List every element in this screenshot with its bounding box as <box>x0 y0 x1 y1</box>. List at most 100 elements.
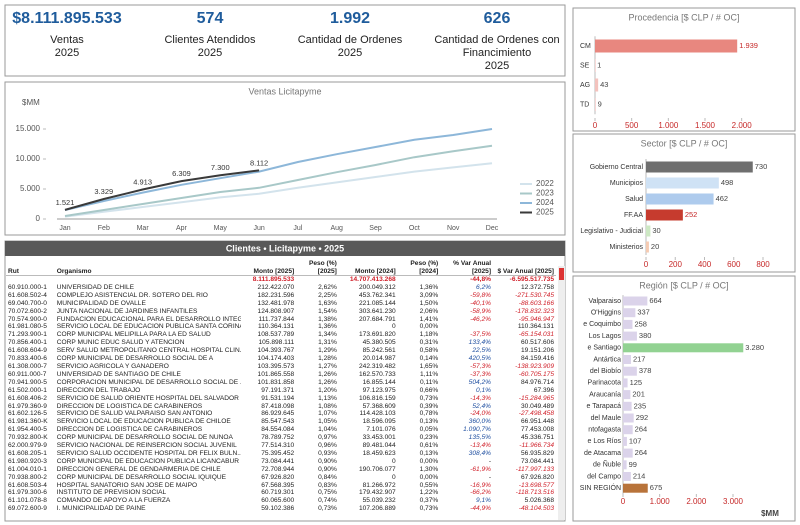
table-cell: 132.481.978 <box>257 299 295 307</box>
total-row: 8.111.895.533 14.707.413.268 -44,8% -6.595.… <box>6 276 556 284</box>
table-cell: 97.123.975 <box>362 386 396 394</box>
data-label: 235 <box>634 401 647 410</box>
table-cell: 135,5% <box>468 434 492 442</box>
table-cell: 0,58% <box>419 347 439 355</box>
table-cell: 52,4% <box>472 402 492 410</box>
x-tick-label: Apr <box>176 225 188 232</box>
category-label: e Santiago <box>588 345 622 352</box>
table-cell: 221.085.144 <box>358 299 396 307</box>
table-cell: 70.833.400-6 <box>8 355 47 363</box>
table-cell: -178.832.323 <box>515 307 554 315</box>
table-cell: 1,20% <box>318 386 337 394</box>
table-row: 70.932.800-K CORP MUNICIPAL DE DESARROLLO… <box>6 434 556 442</box>
table-cell: 77.453.008 <box>520 426 554 434</box>
data-label: 125 <box>630 378 643 387</box>
table-cell: -88.603.166 <box>518 299 554 307</box>
table-cell: COMPLEJO ASISTENCIAL DR. SOTERO DEL RIO <box>56 291 208 299</box>
table-cell: -27.498.458 <box>518 410 554 418</box>
table-cell: 70.072.600-2 <box>8 307 47 315</box>
total-cell <box>6 276 55 284</box>
data-label: 201 <box>632 390 645 399</box>
table-cell: 73.084.441 <box>520 457 554 465</box>
category-label: ntofagasta <box>588 427 621 434</box>
table-cell: 61.502.000-1 <box>8 386 47 394</box>
table-cell: -48.104.503 <box>518 505 554 513</box>
table-cell: 101.831.858 <box>257 378 295 386</box>
data-label: 380 <box>639 331 652 340</box>
category-label: Ministerios <box>610 244 644 251</box>
table-cell: 86.929.645 <box>261 410 295 418</box>
table-cell: 0,13% <box>419 449 439 457</box>
category-label: Salud <box>625 196 643 203</box>
table-cell: 0,23% <box>419 434 439 442</box>
legend-label: 2025 <box>536 208 554 217</box>
table-cell: 0,55% <box>419 481 439 489</box>
table-cell: 0,73% <box>419 394 439 402</box>
bar <box>623 448 633 458</box>
table-cell: 111.737.844 <box>258 315 295 323</box>
table-cell: 1,11% <box>420 370 439 378</box>
table-cell: CORP MUNICIPAL DE EDUCACIÓN PÚBLICA LICA… <box>56 457 240 465</box>
table-cell: 2,06% <box>419 307 439 315</box>
table-cell: 5.026.368 <box>524 497 554 505</box>
table-cell: -44,9% <box>470 505 492 513</box>
kpi-value: 1.992 <box>329 10 371 27</box>
x-tick-label: Mar <box>137 225 150 232</box>
x-tick-label: 500 <box>625 121 639 130</box>
table-cell: 1,13% <box>318 394 337 402</box>
table-cell: 75.395.452 <box>261 449 295 457</box>
table-cell: -95.946.947 <box>518 315 554 323</box>
table-cell: 61.608.503-4 <box>8 481 47 489</box>
kpi-panel <box>4 4 566 77</box>
category-label: AG <box>580 82 590 89</box>
table-cell: 67.568.395 <box>261 481 295 489</box>
category-label: Gobierno Central <box>590 164 644 171</box>
y-tick-label: 5.000 <box>20 184 41 193</box>
table-cell: 60.910.000-1 <box>8 283 47 291</box>
column-header: Monto [2025] <box>241 257 297 276</box>
category-label: CM <box>580 43 591 50</box>
bar <box>623 483 648 493</box>
table-cell: 0,1% <box>476 386 492 394</box>
table-cell: 0,39% <box>419 402 439 410</box>
scroll-thumb[interactable] <box>559 268 564 280</box>
legend-label: 2024 <box>536 198 554 207</box>
table-cell: -16,9% <box>470 481 492 489</box>
category-label: TD <box>580 101 589 108</box>
chart-title: Procedencia [$ CLP / # OC] <box>629 12 740 22</box>
table-cell: 104.174.403 <box>257 355 295 363</box>
table-cell: 73.084.441 <box>261 457 295 465</box>
table-cell: 60.719.301 <box>261 489 295 497</box>
scrollbar[interactable] <box>558 266 565 520</box>
x-tick-label: 1.000 <box>658 121 679 130</box>
table-cell: 0,73% <box>318 505 337 513</box>
table-cell: 1,63% <box>318 299 337 307</box>
table-row: 61.608.205-1 SERVICIO SALUD OCCIDENTE HOS… <box>6 450 556 458</box>
kpi-value: 574 <box>196 10 224 27</box>
data-label: 292 <box>636 413 649 422</box>
table-cell: 18.459.623 <box>362 449 396 457</box>
table-cell: -13,4% <box>470 442 492 450</box>
table-cell: MUNICIPALIDAD DE OVALLE <box>56 299 146 307</box>
table-cell: 69.040.700-0 <box>8 299 47 307</box>
table-row: 60.911.000-7 UNIVERSIDAD DE SANTIAGO DE C… <box>6 371 556 379</box>
table-cell: 12.372.758 <box>520 283 554 291</box>
table-cell: 85.242.561 <box>362 347 396 355</box>
table-cell: 20.014.987 <box>362 355 396 363</box>
total-cell <box>398 276 441 284</box>
table-cell: 70.938.800-2 <box>8 473 47 481</box>
bar <box>623 355 631 364</box>
table-cell: 0 <box>391 473 396 481</box>
table-cell: SERVICIO AGRICOLA Y GANADERO <box>56 362 169 370</box>
table-cell: HOSPITAL SANATORIO SAN JOSÉ DE MAIPO <box>56 481 198 489</box>
table-cell: 0,37% <box>419 497 439 505</box>
table-cell: 0,78% <box>419 410 439 418</box>
bar <box>623 319 633 329</box>
table-cell: 61.979.300-6 <box>8 489 47 497</box>
legend-label: 2023 <box>536 189 554 198</box>
kpi-year: 2025 <box>54 47 80 59</box>
category-label: SIN REGIÓN <box>580 483 621 492</box>
data-label: 462 <box>716 194 729 203</box>
table-cell: 56.935.829 <box>520 449 554 457</box>
table-cell: 62.000.979-9 <box>8 442 47 450</box>
